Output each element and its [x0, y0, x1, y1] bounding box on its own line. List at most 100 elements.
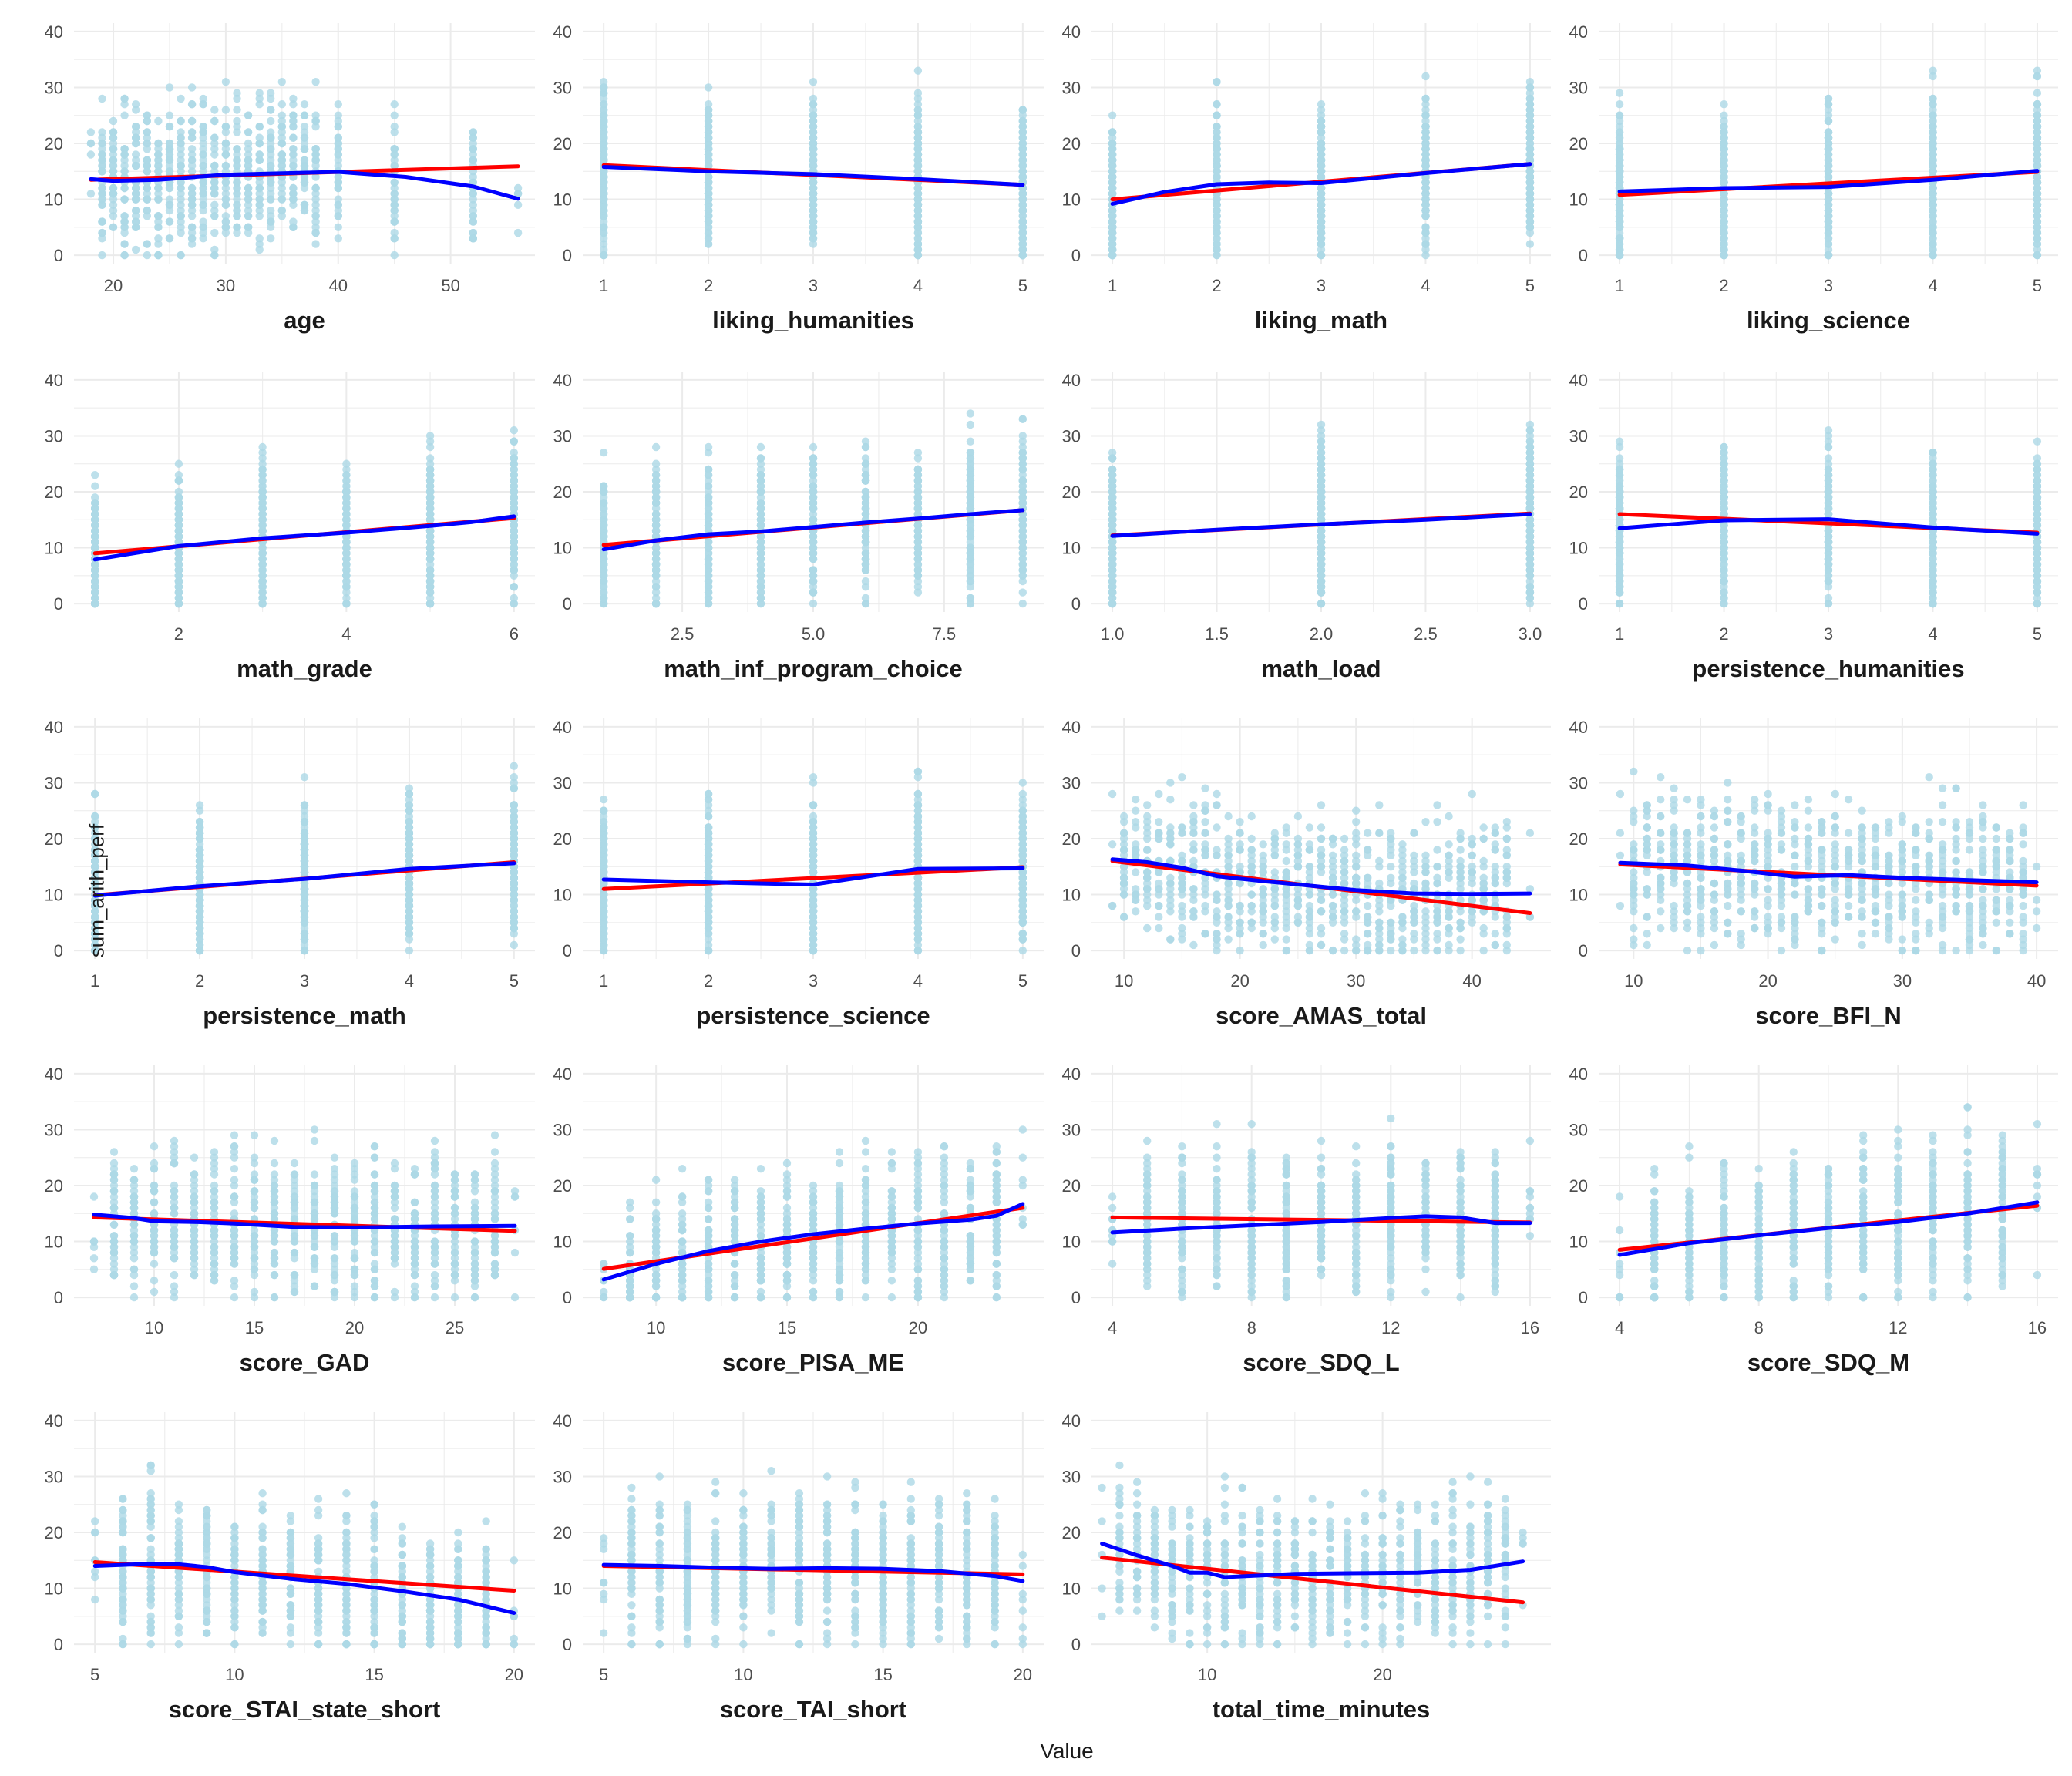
data-point	[210, 167, 219, 176]
data-point	[426, 526, 435, 535]
data-point	[221, 217, 230, 226]
data-point	[120, 145, 129, 153]
data-point	[756, 577, 765, 586]
data-point	[199, 133, 207, 142]
data-point	[704, 554, 713, 563]
y-tick-label: 0	[54, 246, 63, 265]
data-point	[199, 156, 207, 164]
data-point	[2033, 123, 2042, 131]
data-point	[1824, 167, 1833, 176]
data-point	[91, 510, 99, 519]
data-point	[267, 190, 275, 198]
data-point	[187, 206, 197, 215]
data-point	[600, 190, 608, 198]
data-point	[1421, 100, 1430, 109]
data-point	[1317, 228, 1326, 237]
data-point	[258, 510, 267, 519]
data-point	[426, 487, 435, 496]
data-point	[165, 206, 174, 215]
data-point	[177, 206, 185, 215]
loess-fit-line	[1110, 162, 1532, 206]
data-point	[651, 521, 661, 530]
data-point	[199, 100, 207, 109]
data-point	[342, 493, 351, 502]
data-point	[342, 504, 351, 513]
data-point	[98, 167, 106, 176]
data-point	[426, 476, 435, 485]
data-point	[143, 161, 151, 170]
data-point	[177, 217, 185, 226]
data-point	[704, 195, 713, 204]
data-point	[600, 106, 608, 114]
data-point	[120, 251, 129, 260]
data-point	[210, 183, 219, 193]
data-point	[154, 234, 163, 243]
data-point	[1720, 251, 1728, 260]
data-point	[1720, 228, 1728, 237]
data-point	[2033, 245, 2042, 254]
data-point	[510, 599, 518, 608]
data-point	[91, 588, 99, 597]
data-point	[154, 116, 163, 126]
data-point	[913, 234, 923, 243]
data-point	[278, 123, 286, 131]
data-point	[132, 133, 140, 142]
data-point	[1108, 212, 1117, 220]
data-point	[1018, 251, 1027, 260]
data-point	[1317, 240, 1326, 248]
data-point	[132, 150, 140, 159]
data-point	[1824, 200, 1833, 209]
data-point	[255, 94, 264, 103]
data-point	[756, 493, 765, 502]
data-point	[1824, 251, 1833, 260]
data-point	[258, 504, 267, 513]
data-point	[154, 139, 163, 148]
data-point	[177, 145, 185, 153]
data-point	[600, 94, 608, 103]
data-point	[651, 493, 661, 502]
data-point	[98, 228, 106, 237]
data-point	[1018, 128, 1027, 136]
data-point	[199, 195, 207, 204]
data-point	[2033, 145, 2042, 153]
data-point	[426, 583, 435, 591]
data-point	[210, 245, 219, 254]
data-point	[600, 549, 608, 557]
data-point	[109, 156, 118, 164]
data-point	[244, 195, 253, 204]
data-point	[311, 212, 320, 220]
data-point	[311, 173, 320, 181]
data-point	[809, 200, 818, 209]
facet-title: liking_humanities	[712, 307, 914, 334]
data-point	[1615, 145, 1624, 153]
data-point	[199, 139, 207, 148]
data-point	[187, 200, 197, 209]
data-point	[1824, 234, 1833, 243]
data-point	[132, 161, 140, 170]
data-point	[154, 195, 163, 204]
data-point	[1720, 223, 1728, 231]
data-point	[600, 183, 608, 193]
data-point	[513, 228, 523, 237]
data-point	[187, 223, 197, 231]
data-point	[1615, 212, 1624, 220]
data-point	[109, 206, 118, 215]
data-point	[390, 150, 399, 159]
data-point	[1929, 150, 1937, 159]
data-point	[187, 150, 197, 159]
x-tick-label: 1	[1615, 276, 1624, 295]
data-point	[334, 133, 342, 142]
data-point	[187, 161, 197, 170]
data-point	[1824, 133, 1833, 142]
data-point	[390, 251, 399, 260]
data-point	[289, 190, 298, 198]
data-point	[1615, 161, 1624, 170]
data-point	[177, 156, 185, 164]
y-tick-label: 30	[1569, 78, 1588, 97]
data-point	[258, 588, 267, 597]
data-point	[704, 516, 713, 524]
data-point	[651, 516, 661, 524]
data-point	[704, 577, 713, 586]
data-point	[756, 471, 765, 479]
